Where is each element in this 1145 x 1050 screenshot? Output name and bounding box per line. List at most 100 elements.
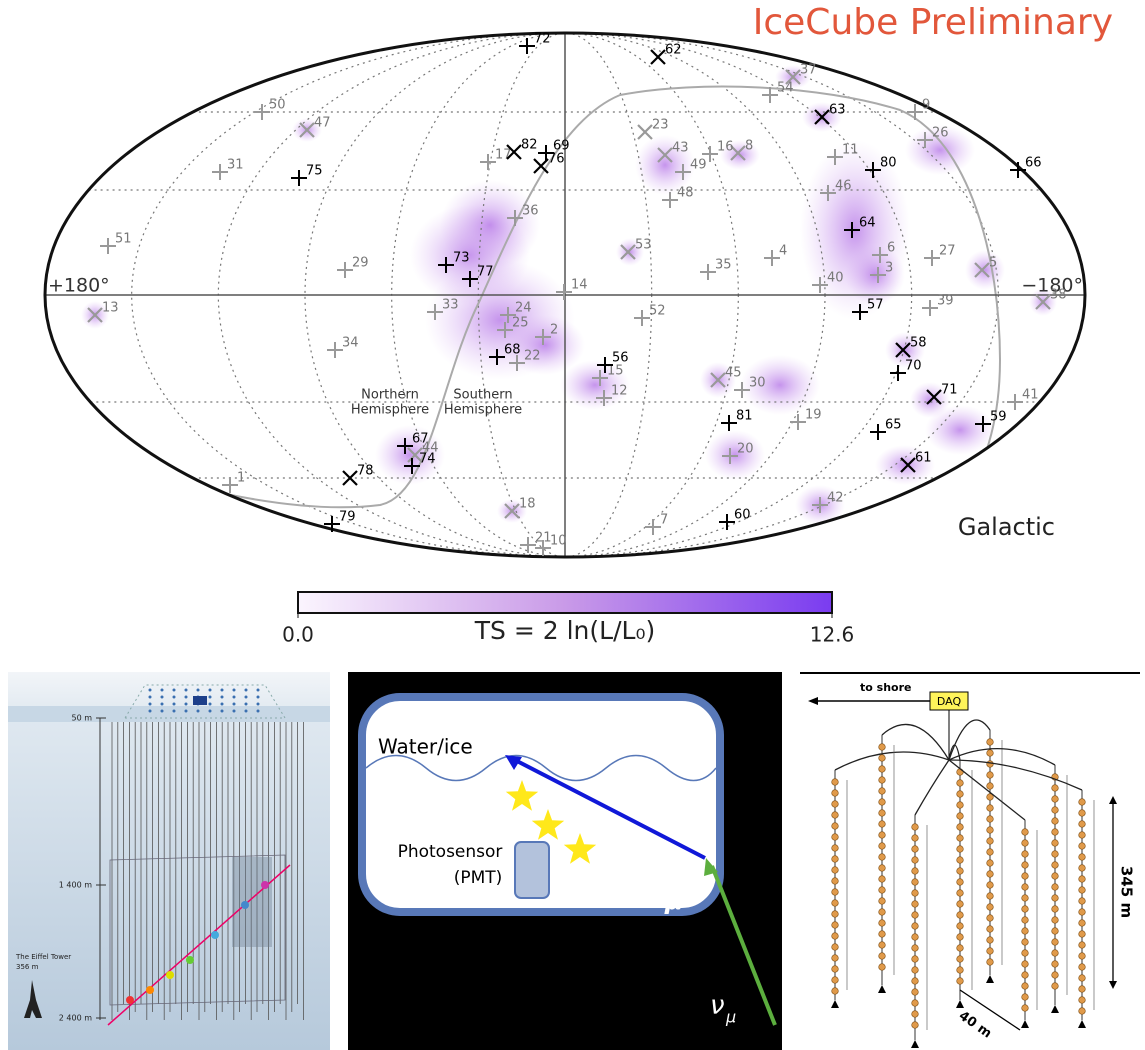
event-marker: 27 <box>924 244 956 267</box>
event-label: 7 <box>660 513 668 528</box>
hit <box>261 881 269 889</box>
surface-dot <box>257 703 260 706</box>
optical-module <box>1052 939 1059 946</box>
optical-module <box>832 812 839 819</box>
surface-dot <box>257 689 260 692</box>
colorbar-label: TS = 2 ln(L/L₀) <box>474 616 655 645</box>
event-label: 27 <box>939 244 956 259</box>
optical-module <box>879 887 886 894</box>
event-marker: 35 <box>700 258 732 281</box>
event-label: 63 <box>829 103 846 118</box>
event-label: 43 <box>672 141 689 156</box>
optical-module <box>832 834 839 841</box>
optical-module <box>1079 898 1086 905</box>
event-marker: 9 <box>907 98 930 121</box>
event-label: 80 <box>880 156 897 171</box>
depth-label: 2 400 m <box>59 1014 92 1023</box>
event-label: 54 <box>777 81 794 96</box>
event-label: 60 <box>734 508 751 523</box>
icecube-lab <box>193 696 207 705</box>
optical-module <box>1022 829 1029 836</box>
ts-blob <box>925 405 995 455</box>
optical-module <box>1052 851 1059 858</box>
frame-label: Galactic <box>958 513 1055 541</box>
event-label: 78 <box>357 464 374 479</box>
optical-module <box>1079 821 1086 828</box>
optical-module <box>957 890 964 897</box>
surface-dot <box>197 710 200 713</box>
optical-module <box>1079 920 1086 927</box>
optical-module <box>832 933 839 940</box>
optical-module <box>1079 909 1086 916</box>
event-label: 20 <box>737 442 754 457</box>
optical-module <box>912 967 919 974</box>
event-marker: 60 <box>719 508 751 531</box>
optical-module <box>1079 887 1086 894</box>
optical-module <box>912 978 919 985</box>
event-marker: 39 <box>922 294 954 317</box>
optical-module <box>987 915 994 922</box>
optical-module <box>1022 917 1029 924</box>
surface-dot <box>209 689 212 692</box>
optical-module <box>912 890 919 897</box>
event-label: 10 <box>550 534 567 549</box>
event-marker: 65 <box>870 418 902 441</box>
event-label: 5 <box>989 256 997 271</box>
surface-dot <box>185 696 188 699</box>
optical-module <box>987 959 994 966</box>
event-label: 18 <box>519 497 536 512</box>
optical-module <box>1079 832 1086 839</box>
optical-module <box>957 923 964 930</box>
event-label: 45 <box>725 366 742 381</box>
optical-module <box>912 835 919 842</box>
optical-module <box>1052 873 1059 880</box>
optical-module <box>1022 983 1029 990</box>
optical-module <box>879 909 886 916</box>
event-label: 48 <box>677 186 694 201</box>
eiffel-label: 356 m <box>16 963 39 971</box>
depth-label: 1 400 m <box>59 881 92 890</box>
optical-module <box>987 827 994 834</box>
eiffel-label: The Eiffel Tower <box>15 953 71 961</box>
optical-module <box>1052 983 1059 990</box>
optical-module <box>879 821 886 828</box>
surface-dot <box>197 689 200 692</box>
optical-module <box>1052 796 1059 803</box>
optical-module <box>987 893 994 900</box>
surface-dot <box>161 689 164 692</box>
optical-module <box>1052 807 1059 814</box>
optical-module <box>879 920 886 927</box>
optical-module <box>1079 964 1086 971</box>
surface-dot <box>173 710 176 713</box>
optical-module <box>1079 876 1086 883</box>
sky-map: IceCube Preliminary+180°−180°GalacticNor… <box>45 2 1113 557</box>
optical-module <box>957 868 964 875</box>
event-label: 72 <box>534 32 551 47</box>
hit <box>241 901 249 909</box>
figure: IceCube Preliminary+180°−180°GalacticNor… <box>0 0 1145 1050</box>
optical-module <box>1052 862 1059 869</box>
event-marker: 62 <box>651 43 682 65</box>
colorbar-tick-label: 12.6 <box>810 623 855 647</box>
optical-module <box>987 882 994 889</box>
optical-module <box>879 777 886 784</box>
optical-module <box>957 802 964 809</box>
hemisphere-label: Southern <box>453 388 512 403</box>
event-marker: 78 <box>343 464 374 486</box>
optical-module <box>987 860 994 867</box>
ts-blob <box>965 250 1005 290</box>
optical-module <box>1052 928 1059 935</box>
event-label: 34 <box>342 336 359 351</box>
optical-module <box>879 788 886 795</box>
surface-dot <box>257 710 260 713</box>
optical-module <box>1079 997 1086 1004</box>
optical-module <box>832 977 839 984</box>
photosensor <box>515 842 549 898</box>
optical-module <box>912 857 919 864</box>
event-label: 47 <box>314 116 331 131</box>
optical-module <box>832 988 839 995</box>
optical-module <box>1022 961 1029 968</box>
event-label: 3 <box>885 261 893 276</box>
optical-module <box>957 912 964 919</box>
event-label: 56 <box>612 351 629 366</box>
